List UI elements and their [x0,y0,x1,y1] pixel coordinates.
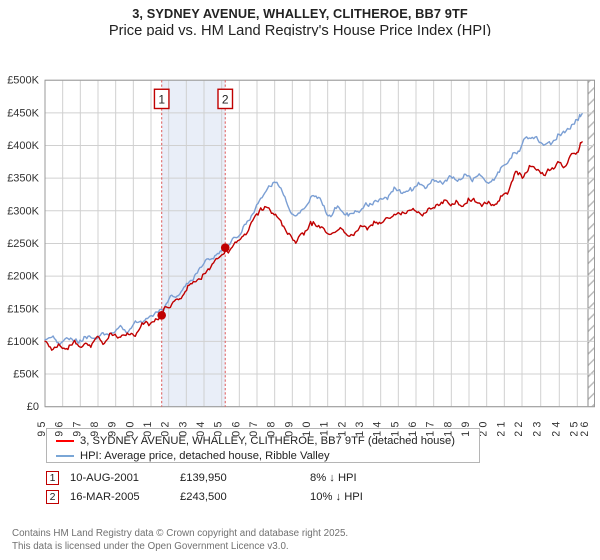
svg-text:£0: £0 [27,401,39,413]
svg-text:£100K: £100K [7,336,39,348]
svg-text:2021: 2021 [495,418,507,436]
svg-text:1: 1 [158,93,165,107]
svg-text:£500K: £500K [7,75,39,87]
svg-text:£50K: £50K [13,369,39,381]
svg-text:£300K: £300K [7,205,39,217]
svg-text:2023: 2023 [532,418,544,436]
svg-text:2026: 2026 [579,418,591,436]
svg-text:£200K: £200K [7,271,39,283]
svg-text:£450K: £450K [7,107,39,119]
svg-text:2: 2 [222,93,229,107]
svg-text:2022: 2022 [513,418,525,436]
svg-text:2024: 2024 [550,418,562,436]
svg-text:£250K: £250K [7,238,39,250]
svg-text:£400K: £400K [7,140,39,152]
svg-text:£350K: £350K [7,173,39,185]
svg-text:£150K: £150K [7,303,39,315]
